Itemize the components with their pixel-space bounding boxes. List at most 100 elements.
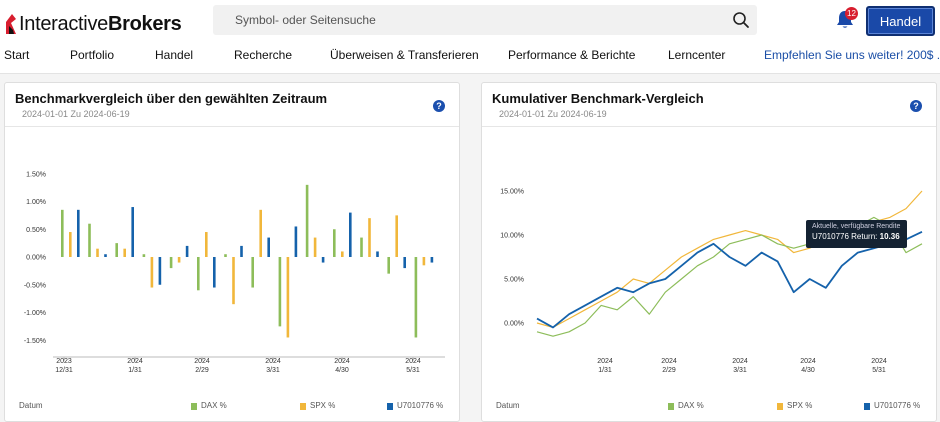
- bar: [395, 215, 398, 257]
- nav-item-performance[interactable]: Performance & Berichte: [508, 48, 636, 62]
- bar: [115, 243, 118, 257]
- top-header: InteractiveBrokers 12 Handel Start Portf…: [0, 0, 940, 74]
- x-tick-label-bottom: 1/31: [598, 367, 612, 374]
- bar: [150, 257, 154, 288]
- x-tick-label-top: 2023: [56, 358, 72, 365]
- y-tick-label: -0.50%: [24, 282, 46, 289]
- legend-swatch-account: [387, 403, 393, 410]
- y-tick-label: 1.00%: [26, 199, 46, 206]
- y-tick-label: -1.50%: [24, 338, 46, 345]
- nav-item-lerncenter[interactable]: Lerncenter: [668, 48, 726, 62]
- help-icon[interactable]: ?: [433, 100, 445, 112]
- bar: [213, 257, 216, 288]
- nav-promo-link[interactable]: Empfehlen Sie uns weiter! 200$ ...: [764, 48, 940, 62]
- bar: [267, 237, 270, 257]
- tooltip-prefix: U7010776 Return:: [812, 232, 878, 241]
- bar: [360, 237, 363, 257]
- x-tick-label-bottom: 4/30: [801, 367, 815, 374]
- legend-date-label: Datum: [19, 401, 43, 410]
- x-tick-label-bottom: 2/29: [662, 367, 676, 374]
- x-tick-label-top: 2024: [661, 358, 677, 365]
- return-tooltip: Aktuelle, verfügbare Rendite U7010776 Re…: [806, 220, 907, 248]
- interactive-brokers-logo[interactable]: InteractiveBrokers: [4, 9, 182, 39]
- legend-account[interactable]: U7010776 %: [397, 401, 444, 410]
- divider: [5, 126, 459, 127]
- bar: [77, 209, 80, 257]
- x-tick-label-bottom: 1/31: [128, 367, 142, 374]
- y-tick-label: -1.00%: [24, 310, 46, 317]
- x-tick-label-bottom: 3/31: [266, 367, 280, 374]
- bar: [61, 209, 64, 257]
- x-tick-label-top: 2024: [405, 358, 421, 365]
- bar: [368, 218, 371, 257]
- legend-date-label: Datum: [496, 401, 520, 410]
- bar: [88, 223, 91, 257]
- bar: [321, 257, 325, 263]
- bar: [403, 257, 406, 269]
- nav-item-recherche[interactable]: Recherche: [234, 48, 293, 62]
- nav-item-portfolio[interactable]: Portfolio: [70, 48, 115, 62]
- notification-count-badge: 12: [845, 7, 858, 20]
- y-tick-label: 0.50%: [26, 227, 46, 234]
- date-range: 2024-01-01 Zu 2024-06-19: [499, 109, 607, 119]
- benchmark-bar-card: Benchmarkvergleich über den gewählten Ze…: [4, 82, 460, 422]
- nav-item-handel[interactable]: Handel: [155, 48, 194, 62]
- nav-item-start[interactable]: Start: [4, 48, 30, 62]
- x-tick-label-top: 2024: [334, 358, 350, 365]
- y-tick-label: 0.00%: [26, 255, 46, 262]
- trade-button[interactable]: Handel: [866, 6, 935, 36]
- legend-spx[interactable]: SPX %: [787, 401, 813, 410]
- search-input[interactable]: [213, 5, 713, 35]
- y-tick-label: 1.50%: [26, 171, 46, 178]
- card-title: Kumulativer Benchmark-Vergleich: [492, 91, 704, 106]
- bar: [240, 245, 243, 257]
- x-tick-label-bottom: 5/31: [406, 367, 420, 374]
- bar: [142, 254, 146, 257]
- main-nav: Start Portfolio Handel Recherche Überwei…: [0, 44, 940, 68]
- nav-item-transfer[interactable]: Überweisen & Transferieren: [330, 48, 479, 62]
- x-tick-label-top: 2024: [597, 358, 613, 365]
- x-tick-label-bottom: 4/30: [335, 367, 349, 374]
- date-range: 2024-01-01 Zu 2024-06-19: [22, 109, 130, 119]
- y-tick-label: 0.00%: [504, 321, 524, 328]
- bar: [278, 257, 282, 327]
- bar: [177, 257, 181, 263]
- bar: [69, 232, 72, 257]
- help-icon[interactable]: ?: [910, 100, 922, 112]
- benchmark-bar-chart: 1.50% 1.00% 0.50% 0.00% -0.50% -1.00% -1.50% 20…: [24, 171, 445, 374]
- legend-dax[interactable]: DAX %: [678, 401, 704, 410]
- bar: [422, 257, 426, 266]
- bar: [123, 248, 126, 257]
- bar: [313, 237, 317, 257]
- bar: [169, 257, 173, 269]
- y-tick-label: 5.00%: [504, 277, 524, 284]
- bar: [224, 254, 227, 257]
- tooltip-value: 10.36: [879, 232, 900, 241]
- x-tick-label-bottom: 5/31: [872, 367, 886, 374]
- tooltip-value-row: U7010776 Return: 10.36: [812, 232, 901, 241]
- legend-dax[interactable]: DAX %: [201, 401, 227, 410]
- legend-swatch-dax: [668, 403, 674, 410]
- bar: [158, 257, 162, 285]
- search-icon[interactable]: [731, 10, 751, 30]
- x-tick-label-bottom: 3/31: [733, 367, 747, 374]
- bar: [305, 184, 309, 257]
- bar: [387, 257, 390, 274]
- bar: [197, 257, 200, 291]
- bar: [341, 251, 344, 257]
- bar: [96, 248, 99, 257]
- chart-legend: Datum DAX % SPX % U7010776 %: [482, 401, 938, 415]
- series-line: [536, 190, 923, 328]
- bar: [131, 207, 134, 257]
- legend-swatch-spx: [777, 403, 783, 410]
- bar: [414, 257, 418, 338]
- bar: [259, 209, 262, 257]
- series-line: [536, 230, 923, 329]
- bar: [104, 254, 107, 257]
- x-tick-label-top: 2024: [800, 358, 816, 365]
- bar: [349, 212, 352, 257]
- legend-account[interactable]: U7010776 %: [874, 401, 921, 410]
- legend-swatch-account: [864, 403, 870, 410]
- x-tick-label-top: 2024: [127, 358, 143, 365]
- legend-spx[interactable]: SPX %: [310, 401, 336, 410]
